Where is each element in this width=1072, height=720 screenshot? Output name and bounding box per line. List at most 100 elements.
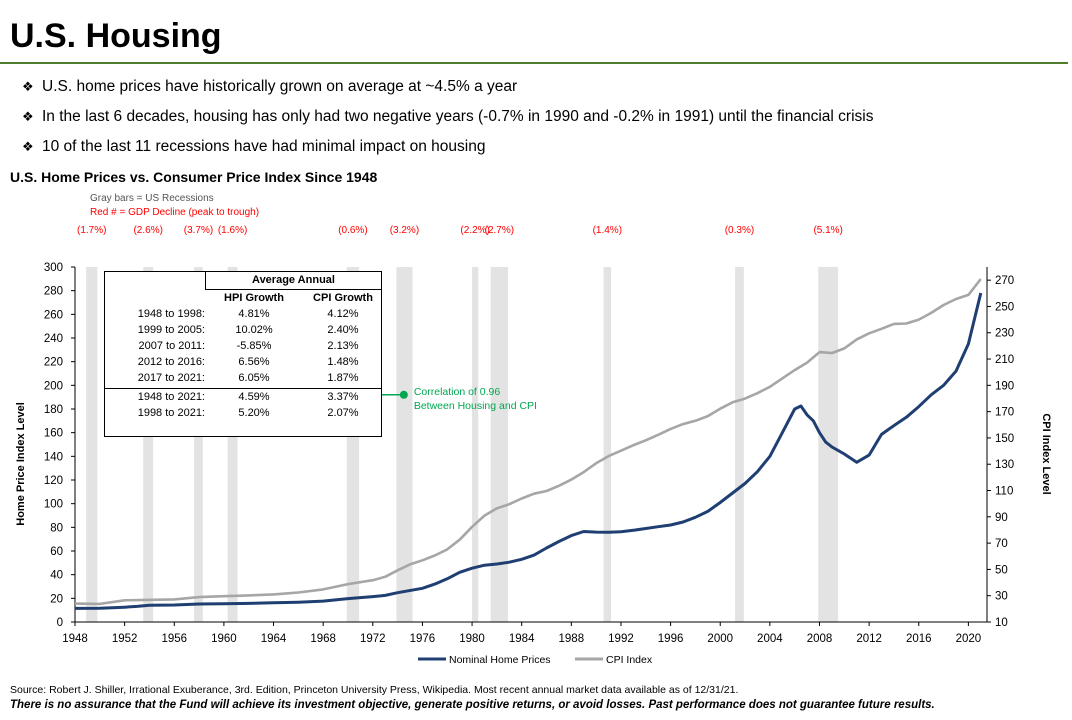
- recession-bar: [472, 267, 479, 622]
- stats-cpi: 1.87%: [327, 372, 359, 384]
- gdp-decline-label: (1.6%): [218, 225, 247, 236]
- stats-column-headers: HPI Growth CPI Growth: [105, 290, 381, 306]
- gdp-decline-label: (0.3%): [725, 225, 754, 236]
- x-tick-label: 2008: [807, 633, 833, 645]
- y-left-tick-label: 280: [44, 286, 63, 298]
- y-right-tick-label: 190: [995, 380, 1014, 392]
- y-left-tick-label: 260: [44, 309, 63, 321]
- x-tick-label: 1976: [410, 633, 436, 645]
- x-tick-label: 1960: [211, 633, 237, 645]
- chart-title: U.S. Home Prices vs. Consumer Price Inde…: [10, 169, 378, 185]
- stats-period: 1948 to 1998:: [137, 308, 205, 320]
- recession-bar: [86, 267, 98, 622]
- x-tick-label: 1984: [509, 633, 535, 645]
- stats-col-cpi: CPI Growth: [313, 292, 373, 304]
- recession-bar: [490, 267, 509, 622]
- y-left-tick-label: 300: [44, 262, 63, 274]
- y-right-tick-label: 250: [995, 301, 1014, 313]
- gdp-decline-label: (1.7%): [77, 225, 106, 236]
- bullet-diamond-icon: ❖: [22, 139, 34, 154]
- gdp-decline-label: (3.2%): [390, 225, 419, 236]
- x-tick-label: 1988: [559, 633, 585, 645]
- stats-row: 1998 to 2021: 5.20% 2.07%: [105, 405, 381, 421]
- stats-hpi: 6.05%: [238, 372, 270, 384]
- y-right-tick-label: 150: [995, 433, 1014, 445]
- stats-hpi: 5.20%: [238, 407, 270, 419]
- y-right-tick-label: 50: [995, 564, 1008, 576]
- stats-cpi: 1.48%: [327, 356, 359, 368]
- recession-bar: [396, 267, 413, 622]
- stats-period: 1948 to 2021:: [137, 391, 205, 403]
- recession-bar: [735, 267, 744, 622]
- stats-row: 2012 to 2016: 6.56% 1.48%: [105, 354, 381, 370]
- x-tick-label: 2016: [906, 633, 932, 645]
- y-left-tick-label: 180: [44, 404, 63, 416]
- x-tick-label: 1956: [161, 633, 187, 645]
- stats-cpi: 2.07%: [327, 407, 359, 419]
- bullet-text: In the last 6 decades, housing has only …: [42, 108, 874, 125]
- axes: 0 20 40 60 80 100 120 140 160 180 200 220 240 260 280 3…: [44, 262, 1014, 645]
- recession-bar: [603, 267, 612, 622]
- stats-row: 2017 to 2021: 6.05% 1.87%: [105, 370, 381, 386]
- annotation-text: Correlation of 0.96: [414, 386, 501, 398]
- x-tick-label: 1968: [310, 633, 336, 645]
- stats-hpi: -5.85%: [236, 340, 272, 352]
- stats-cpi: 3.37%: [327, 391, 359, 403]
- gdp-decline-label: (2.2%): [460, 225, 489, 236]
- bullet-item: ❖ 10 of the last 11 recessions have had m…: [22, 136, 873, 166]
- x-tick-label: 2012: [856, 633, 882, 645]
- stats-row: 1999 to 2005: 10.02% 2.40%: [105, 322, 381, 338]
- x-tick-label: 1980: [459, 633, 485, 645]
- cpi-line: [74, 278, 982, 606]
- series-lines: [74, 278, 983, 610]
- stats-table: Average Annual HPI Growth CPI Growth 194…: [104, 271, 382, 437]
- y-axis-left-label: Home Price Index Level: [15, 402, 27, 526]
- y-left-tick-label: 0: [57, 617, 63, 629]
- stats-period: 1998 to 2021:: [137, 407, 205, 419]
- stats-cpi: 2.13%: [327, 340, 359, 352]
- y-right-tick-label: 130: [995, 459, 1014, 471]
- y-left-tick-label: 240: [44, 333, 63, 345]
- y-right-tick-label: 210: [995, 354, 1014, 366]
- stats-period: 2007 to 2011:: [138, 340, 205, 352]
- y-left-tick-label: 220: [44, 357, 63, 369]
- chart: Gray bars = US Recessions Red # = GDP De…: [15, 193, 1052, 666]
- title-divider: [0, 62, 1068, 64]
- y-left-tick-label: 160: [44, 428, 63, 440]
- home-prices-line: [74, 292, 983, 610]
- y-left-tick-label: 60: [50, 546, 63, 558]
- y-left-tick-label: 200: [44, 380, 63, 392]
- annotation: Correlation of 0.96 Between Housing and C…: [380, 386, 537, 412]
- gdp-decline-label: (3.7%): [184, 225, 213, 236]
- y-right-tick-label: 90: [995, 512, 1008, 524]
- stats-period: 2017 to 2021:: [137, 372, 205, 384]
- bullet-text: U.S. home prices have historically grown…: [42, 78, 518, 95]
- page-title: U.S. Housing: [10, 17, 222, 55]
- y-right-tick-label: 70: [995, 538, 1008, 550]
- stats-divider: [105, 388, 381, 389]
- stats-hpi: 4.59%: [238, 391, 270, 403]
- legend: Nominal Home Prices CPI Index: [418, 654, 653, 666]
- stats-row: 1948 to 2021: 4.59% 3.37%: [105, 389, 381, 405]
- y-left-tick-label: 140: [44, 451, 63, 463]
- bullet-item: ❖ In the last 6 decades, housing has only…: [22, 106, 873, 136]
- y-axis-right-label: CPI Index Level: [1040, 413, 1052, 494]
- annotation-text: Between Housing and CPI: [414, 400, 537, 412]
- chart-note-recessions: Gray bars = US Recessions: [90, 193, 214, 204]
- recession-bars: (1.7%) (2.6%) (3.7%) (1.6%) (0.6%) (3.2%) (2.2…: [77, 225, 843, 622]
- y-right-tick-label: 10: [995, 617, 1008, 629]
- stats-hpi: 4.81%: [238, 308, 270, 320]
- y-right-tick-label: 30: [995, 591, 1008, 603]
- bullet-item: ❖ U.S. home prices have historically grow…: [22, 76, 873, 106]
- x-tick-label: 1996: [658, 633, 684, 645]
- gdp-decline-label: (0.6%): [338, 225, 367, 236]
- stats-row: 2007 to 2011: -5.85% 2.13%: [105, 338, 381, 354]
- stats-cpi: 4.12%: [327, 308, 359, 320]
- x-tick-label: 2000: [707, 633, 733, 645]
- stats-period: 2012 to 2016:: [137, 356, 205, 368]
- y-right-tick-label: 110: [995, 486, 1013, 498]
- legend-label-home-prices: Nominal Home Prices: [449, 654, 551, 666]
- chart-note-gdp: Red # = GDP Decline (peak to trough): [90, 207, 259, 218]
- stats-period: 1999 to 2005:: [137, 324, 205, 336]
- y-left-tick-label: 20: [50, 593, 63, 605]
